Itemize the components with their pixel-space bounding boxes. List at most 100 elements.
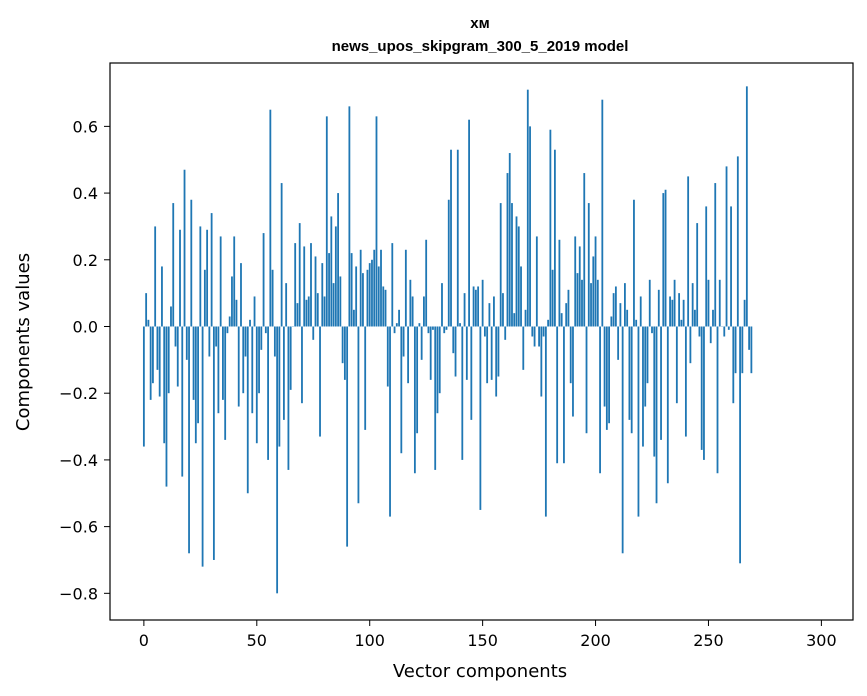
bar xyxy=(739,326,741,564)
bar xyxy=(558,239,561,327)
bar xyxy=(544,326,547,517)
bar xyxy=(669,296,671,327)
bar xyxy=(423,296,425,327)
bar xyxy=(158,326,161,397)
bar xyxy=(535,236,538,327)
bar xyxy=(436,326,439,414)
bar xyxy=(456,149,459,327)
y-tick-label: 0.6 xyxy=(73,117,98,136)
bar xyxy=(644,326,647,407)
y-tick-label: −0.4 xyxy=(59,451,98,470)
bar xyxy=(637,326,640,517)
bar xyxy=(581,279,583,327)
bar xyxy=(520,266,522,327)
y-tick-label: 0.4 xyxy=(73,184,98,203)
bar xyxy=(495,326,498,397)
bar xyxy=(404,249,407,327)
bar xyxy=(628,326,631,420)
bar xyxy=(316,293,319,327)
bar xyxy=(630,326,633,434)
bar xyxy=(547,319,550,327)
bar xyxy=(454,326,457,377)
bar xyxy=(529,126,531,327)
bar xyxy=(176,326,179,387)
bar xyxy=(682,299,685,327)
bar xyxy=(633,199,635,327)
bar xyxy=(497,326,500,377)
bar xyxy=(599,326,601,474)
bar xyxy=(736,156,739,327)
bar xyxy=(678,293,681,327)
bar xyxy=(253,296,256,327)
bar xyxy=(540,326,543,397)
bar xyxy=(228,316,231,327)
bar xyxy=(549,129,552,327)
bar xyxy=(689,326,692,364)
bar xyxy=(718,279,721,327)
bar xyxy=(371,259,373,327)
bar xyxy=(648,279,651,327)
bar xyxy=(506,173,509,327)
bar xyxy=(508,153,511,327)
bar xyxy=(748,326,751,350)
y-axis-label: Components values xyxy=(13,253,34,431)
bar xyxy=(438,326,441,394)
axis-ticks: 0 50 100 150 200 250 300 −0.8 −0.6 −0.4 −0.2 0.0 0.2… xyxy=(59,117,837,650)
bar xyxy=(716,326,719,474)
x-tick-label: 250 xyxy=(693,631,724,650)
bar xyxy=(745,86,748,327)
bar xyxy=(639,296,642,327)
bar xyxy=(190,199,193,327)
bar xyxy=(468,119,470,327)
bar xyxy=(249,319,251,327)
bar xyxy=(680,319,683,327)
bar xyxy=(398,309,400,327)
bar xyxy=(154,226,157,327)
bar xyxy=(355,266,358,327)
bar xyxy=(651,326,653,334)
bar xyxy=(635,319,638,327)
bar xyxy=(237,326,240,407)
bar xyxy=(411,296,414,327)
bar xyxy=(664,189,667,327)
bar xyxy=(206,229,209,327)
bar xyxy=(626,309,629,327)
bar xyxy=(255,326,258,444)
bar xyxy=(310,243,312,327)
bar xyxy=(142,326,145,447)
bar xyxy=(619,303,622,327)
bar xyxy=(493,296,495,327)
bar xyxy=(470,326,473,420)
bar xyxy=(420,326,423,360)
bar xyxy=(323,296,326,327)
bar xyxy=(479,326,482,510)
bar xyxy=(526,89,529,327)
bar xyxy=(673,279,676,327)
chart-title-line1: хм xyxy=(470,15,489,32)
bar xyxy=(364,326,367,430)
bar xyxy=(402,326,405,357)
bar xyxy=(183,169,186,327)
bar xyxy=(486,326,489,384)
bar xyxy=(592,256,595,327)
bar xyxy=(332,283,335,327)
bar xyxy=(596,279,599,327)
bar xyxy=(743,299,746,327)
bar xyxy=(233,236,236,327)
bar xyxy=(215,326,218,347)
bar xyxy=(585,326,588,434)
bar xyxy=(386,326,389,387)
bar xyxy=(578,246,581,327)
bar xyxy=(750,326,753,374)
bar xyxy=(450,149,452,327)
bar xyxy=(280,183,283,327)
bar xyxy=(511,203,513,327)
bar xyxy=(601,99,604,327)
bar xyxy=(583,173,586,327)
bar xyxy=(499,203,502,327)
bar xyxy=(353,309,355,327)
bar xyxy=(282,326,285,420)
bar xyxy=(273,326,276,357)
bar xyxy=(194,326,197,444)
